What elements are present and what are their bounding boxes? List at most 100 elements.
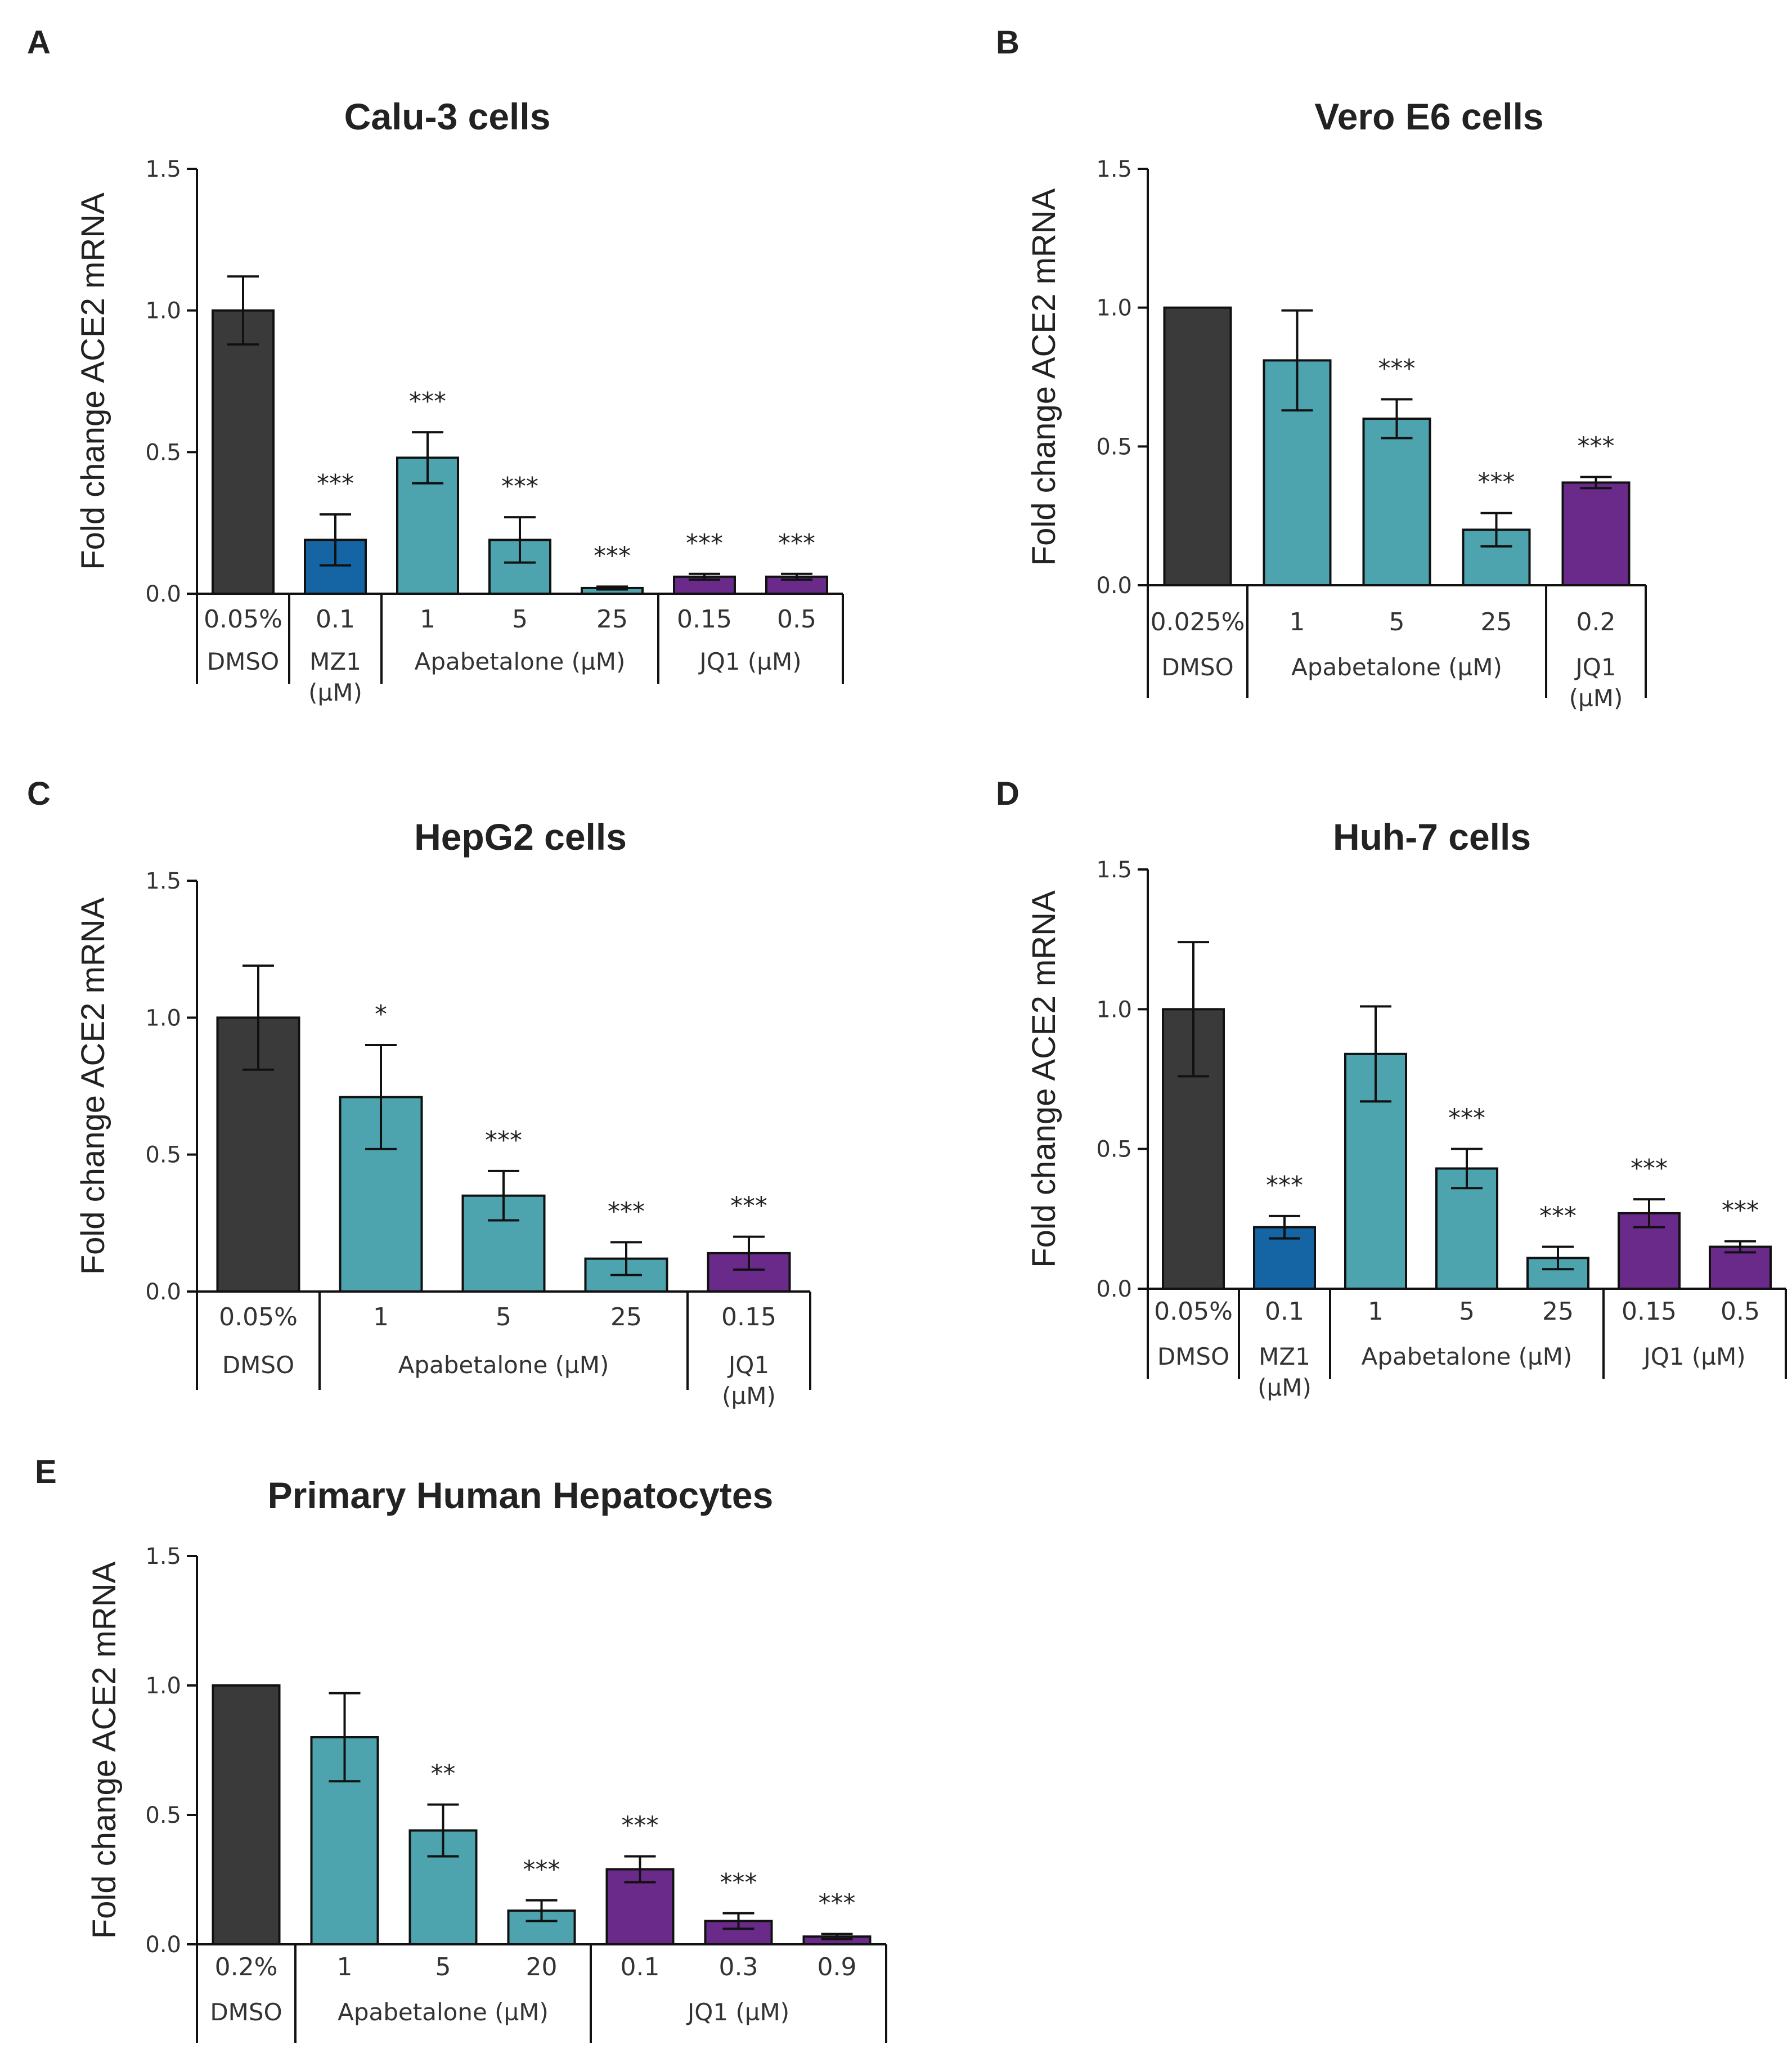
panel-letter: E	[35, 1454, 57, 1490]
y-axis-label: Fold change ACE2 mRNA	[75, 897, 111, 1275]
x-tick-label: 0.15	[677, 605, 732, 634]
y-tick-label: 1.5	[145, 868, 181, 894]
significance-label: ***	[1722, 1196, 1759, 1225]
significance-label: **	[431, 1760, 456, 1788]
x-tick-label: 25	[596, 605, 628, 634]
y-tick-label: 1.0	[145, 1673, 181, 1699]
significance-label: ***	[720, 1868, 757, 1897]
significance-label: ***	[523, 1855, 560, 1884]
group-label: JQ1 (µM)	[698, 648, 801, 675]
significance-label: ***	[1478, 468, 1515, 497]
group-label: Apabetalone (µM)	[1362, 1343, 1573, 1370]
significance-label: ***	[485, 1126, 522, 1155]
group-label: DMSO	[222, 1351, 294, 1379]
significance-label: ***	[778, 529, 815, 558]
panel-letter: C	[27, 775, 51, 812]
significance-label: ***	[1539, 1202, 1577, 1231]
group-label: Apabetalone (µM)	[398, 1351, 609, 1379]
x-tick-label: 0.025%	[1151, 608, 1245, 636]
chart-panel-D: D Huh-7 cells Fold change ACE2 mRNA 0.0 0.5 1…	[996, 775, 1787, 1401]
x-tick-label: 5	[512, 605, 528, 634]
y-tick-label: 0.5	[145, 1803, 181, 1828]
group-label: JQ1	[1574, 653, 1616, 681]
x-tick-label: 0.5	[1721, 1297, 1760, 1326]
group-label: MZ1	[1259, 1343, 1310, 1370]
group-label: DMSO	[207, 648, 279, 675]
significance-label: ***	[686, 529, 723, 558]
x-tick-label: 5	[435, 1953, 451, 1981]
chart-panel-A: A Calu-3 cells Fold change ACE2 mRNA 0.0 0.5…	[27, 24, 844, 706]
y-tick-label: 1.5	[1096, 857, 1132, 883]
group-label: (µM)	[722, 1382, 776, 1410]
y-tick-label: 1.5	[145, 1544, 181, 1570]
x-tick-label: 0.05%	[204, 605, 282, 634]
y-axis-label: Fold change ACE2 mRNA	[75, 192, 111, 570]
significance-label: ***	[317, 469, 354, 498]
x-tick-label: 0.05%	[219, 1303, 298, 1331]
group-label: MZ1	[309, 648, 361, 675]
x-tick-label: 25	[1542, 1297, 1574, 1326]
y-tick-label: 0.0	[1096, 1276, 1132, 1302]
x-tick-label: 5	[496, 1303, 511, 1331]
x-tick-label: 5	[1389, 608, 1405, 636]
chart-title: HepG2 cells	[414, 816, 627, 858]
bar	[212, 1684, 281, 1945]
panel-letter: B	[996, 24, 1019, 61]
bar	[1362, 418, 1431, 586]
panel-letter: A	[27, 24, 51, 61]
y-tick-label: 1.0	[145, 1005, 181, 1031]
x-tick-label: 0.1	[621, 1953, 660, 1981]
bar	[1561, 481, 1631, 587]
chart-title: Vero E6 cells	[1314, 96, 1543, 137]
group-label: Apabetalone (µM)	[1291, 653, 1502, 681]
chart-panel-B: B Vero E6 cells Fold change ACE2 mRNA 0.0 0.…	[996, 24, 1647, 712]
group-label: (µM)	[308, 679, 362, 706]
group-label: (µM)	[1257, 1374, 1312, 1401]
y-tick-label: 0.0	[145, 1932, 181, 1958]
significance-label: ***	[501, 472, 538, 501]
y-tick-label: 1.0	[145, 298, 181, 324]
chart-title: Calu-3 cells	[344, 96, 551, 137]
x-tick-label: 1	[373, 1303, 389, 1331]
x-tick-label: 5	[1459, 1297, 1475, 1326]
x-tick-label: 0.2%	[215, 1953, 278, 1981]
chart-panel-E: E Primary Human Hepatocytes Fold change AC…	[35, 1454, 887, 2043]
panel-letter: D	[996, 775, 1019, 812]
x-tick-label: 0.2	[1577, 608, 1616, 636]
x-tick-label: 0.15	[1622, 1297, 1677, 1326]
y-axis-label: Fold change ACE2 mRNA	[86, 1561, 123, 1939]
y-axis-label: Fold change ACE2 mRNA	[1026, 188, 1062, 566]
y-tick-label: 0.5	[145, 1142, 181, 1168]
bar	[304, 539, 367, 595]
significance-label: ***	[1631, 1154, 1668, 1183]
significance-label: ***	[608, 1197, 645, 1226]
x-tick-label: 1	[420, 605, 435, 634]
x-tick-label: 25	[610, 1303, 642, 1331]
significance-label: ***	[1448, 1104, 1485, 1133]
x-tick-label: 0.9	[818, 1953, 857, 1981]
significance-label: ***	[1578, 432, 1615, 461]
group-label: JQ1 (µM)	[1642, 1343, 1745, 1370]
significance-label: ***	[1378, 354, 1416, 383]
significance-label: ***	[819, 1889, 856, 1918]
x-tick-label: 1	[1290, 608, 1305, 636]
y-tick-label: 0.0	[1096, 573, 1132, 599]
chart-panel-C: C HepG2 cells Fold change ACE2 mRNA 0.0 0.5 1…	[27, 775, 811, 1410]
significance-label: ***	[1266, 1171, 1303, 1200]
group-label: DMSO	[210, 1998, 282, 2026]
group-label: Apabetalone (µM)	[415, 648, 626, 675]
significance-label: *	[375, 1000, 387, 1029]
y-tick-label: 1.0	[1096, 997, 1132, 1023]
significance-label: ***	[409, 387, 446, 416]
y-tick-label: 0.5	[145, 440, 181, 465]
x-tick-label: 25	[1481, 608, 1512, 636]
chart-title: Huh-7 cells	[1333, 816, 1531, 858]
x-tick-label: 0.1	[316, 605, 355, 634]
bar	[1163, 306, 1232, 587]
x-tick-label: 0.05%	[1154, 1297, 1233, 1326]
group-label: Apabetalone (µM)	[338, 1998, 549, 2026]
x-tick-label: 0.15	[721, 1303, 776, 1331]
bar	[1709, 1245, 1772, 1290]
x-tick-label: 0.3	[719, 1953, 758, 1981]
